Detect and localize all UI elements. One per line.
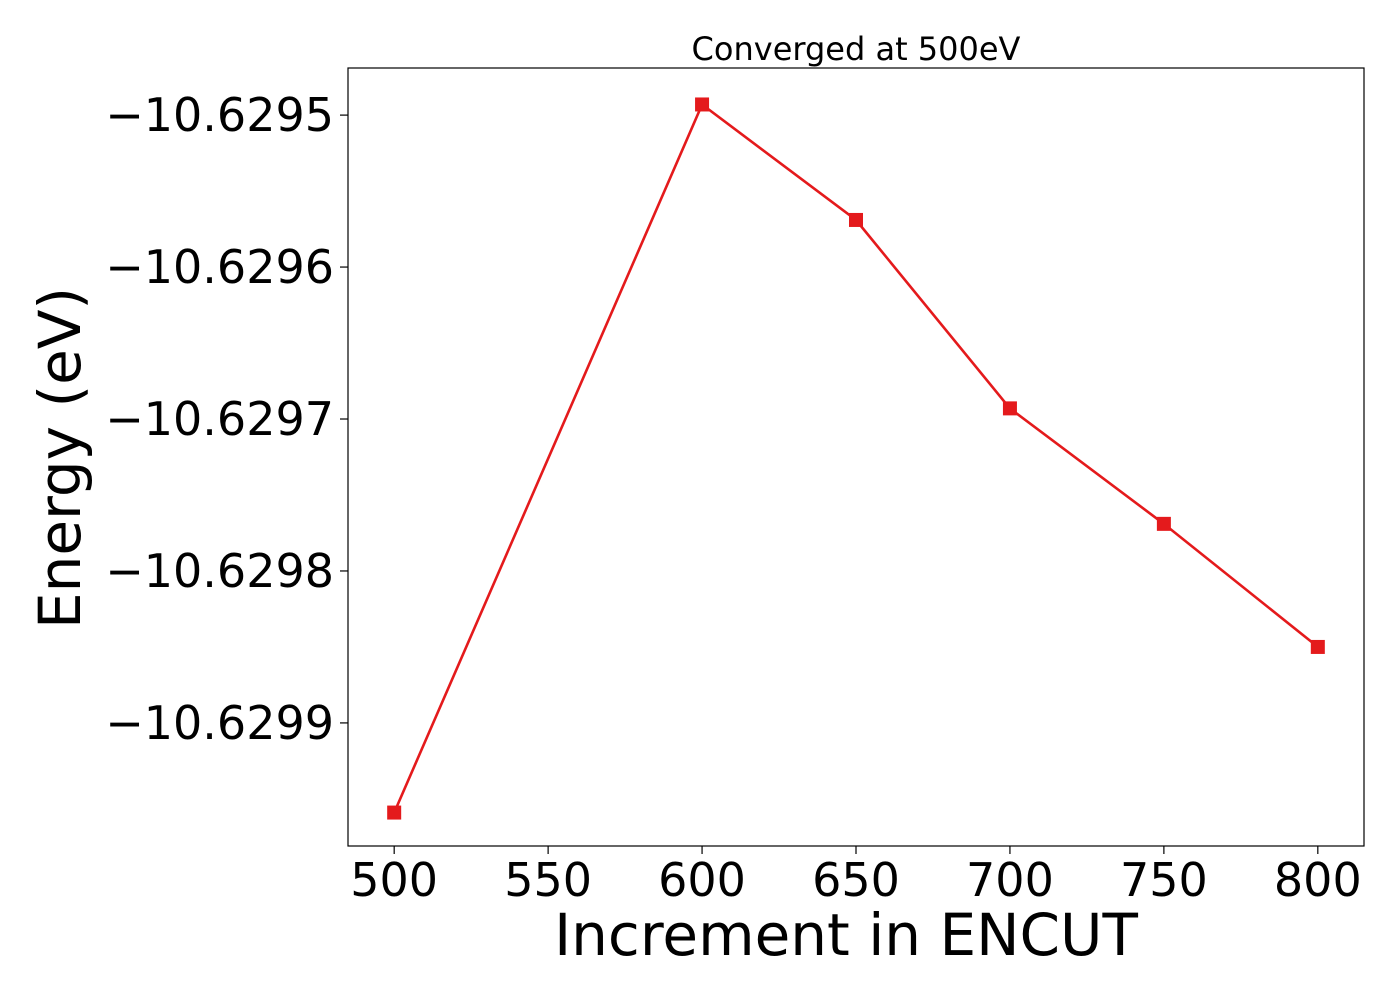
y-tick-label: −10.6296 [105, 240, 334, 294]
y-axis-ticks: −10.6295 −10.6296 −10.6297 −10.6298 −10.6299 [105, 88, 348, 750]
x-axis-label: Increment in ENCUT [554, 901, 1138, 969]
chart-title: Converged at 500eV [692, 30, 1021, 68]
x-tick-label: 750 [1120, 853, 1208, 907]
x-tick-label: 800 [1274, 853, 1362, 907]
x-tick-label: 600 [658, 853, 746, 907]
y-tick-label: −10.6299 [105, 696, 334, 750]
y-tick-label: −10.6298 [105, 544, 334, 598]
x-tick-label: 500 [350, 853, 438, 907]
x-tick-label: 550 [504, 853, 592, 907]
y-tick-label: −10.6297 [105, 392, 334, 446]
x-tick-label: 700 [966, 853, 1054, 907]
plot-area-frame [347, 67, 1365, 847]
data-point-marker [1002, 401, 1017, 416]
series-line [393, 102, 1319, 814]
x-tick-label: 650 [812, 853, 900, 907]
x-axis-ticks: 500 550 600 650 700 750 800 [350, 846, 1362, 907]
y-axis-label: Energy (eV) [26, 287, 94, 629]
data-point-marker [695, 97, 710, 112]
data-point-marker [849, 212, 863, 227]
y-tick-label: −10.6295 [105, 88, 334, 142]
data-point-marker [387, 805, 402, 820]
data-point-marker [1156, 516, 1171, 531]
series-markers [387, 97, 1325, 820]
data-point-marker [1310, 639, 1325, 654]
